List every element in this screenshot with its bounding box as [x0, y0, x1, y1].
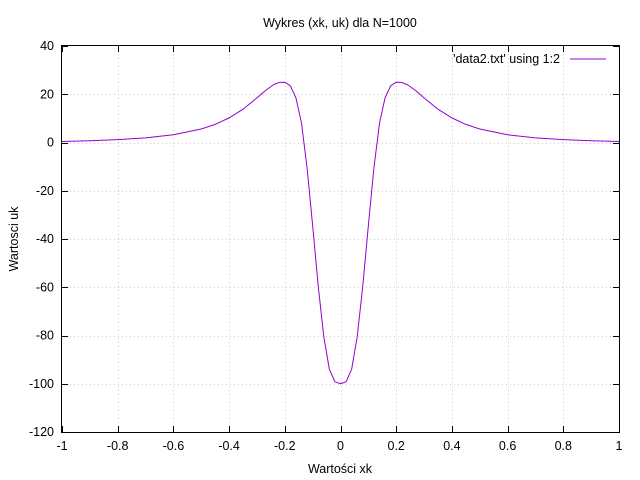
legend-label: 'data2.txt' using 1:2 — [453, 52, 560, 66]
y-tick-label: -120 — [29, 425, 54, 439]
y-tick-label: 20 — [40, 87, 54, 101]
chart-title: Wykres (xk, uk) dla N=1000 — [263, 16, 417, 30]
x-tick-label: -0.8 — [107, 439, 129, 453]
x-tick-label: 0.6 — [499, 439, 516, 453]
y-axis-label: Wartosci uk — [7, 206, 21, 272]
x-tick-label: 1 — [616, 439, 623, 453]
series-layer — [61, 81, 620, 385]
x-axis-label: Wartości xk — [308, 462, 373, 476]
x-tick-label: -1 — [56, 439, 67, 453]
x-tick-label: -0.4 — [218, 439, 240, 453]
plot-frame — [61, 45, 620, 433]
axis-ticks — [62, 46, 620, 433]
y-tick-label: -100 — [29, 377, 54, 391]
x-tick-label: 0 — [337, 439, 344, 453]
legend: 'data2.txt' using 1:2 — [453, 52, 606, 66]
x-tick-label: 0.4 — [443, 439, 460, 453]
series-line — [61, 81, 620, 385]
x-tick-label: -0.6 — [163, 439, 185, 453]
grid-lines — [62, 46, 619, 432]
y-tick-label: 0 — [47, 136, 54, 150]
tick-labels: -1 -0.8 -0.6 -0.4 -0.2 0 0.2 0.4 0.6 0.8 1 40 20 0 -20… — [29, 39, 623, 453]
y-tick-label: -80 — [36, 329, 54, 343]
x-tick-label: 0.8 — [555, 439, 572, 453]
y-tick-label: -40 — [36, 232, 54, 246]
y-tick-label: -60 — [36, 280, 54, 294]
y-tick-label: -20 — [36, 184, 54, 198]
x-tick-label: 0.2 — [388, 439, 405, 453]
y-tick-label: 40 — [40, 39, 54, 53]
x-tick-label: -0.2 — [274, 439, 296, 453]
